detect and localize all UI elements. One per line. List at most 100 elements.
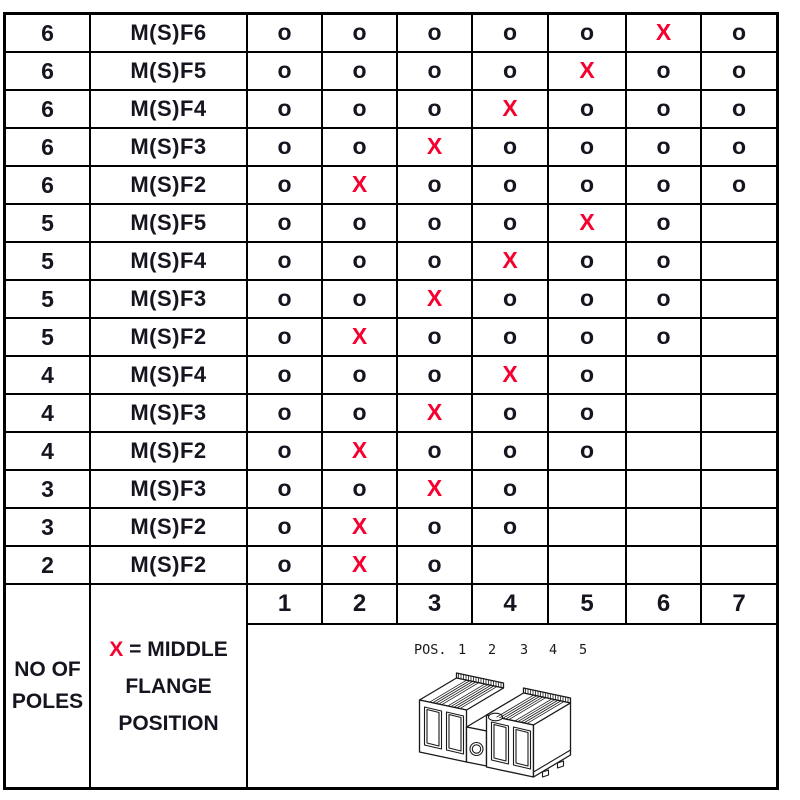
poles-cell: 5 xyxy=(6,243,91,281)
position-mark-cell: o xyxy=(702,167,778,205)
poles-cell: 4 xyxy=(6,433,91,471)
foot-1 xyxy=(541,769,550,778)
cavity-4 xyxy=(512,726,532,770)
variant-cell: M(S)F2 xyxy=(91,319,248,357)
position-mark-cell: o xyxy=(549,395,627,433)
position-mark-cell: o xyxy=(248,357,323,395)
poles-cell: 6 xyxy=(6,129,91,167)
position-mark-cell: o xyxy=(549,243,627,281)
position-mark-cell: X xyxy=(323,433,398,471)
variant-cell: M(S)F2 xyxy=(91,167,248,205)
position-mark-cell: X xyxy=(473,91,549,129)
position-mark-cell: o xyxy=(549,15,627,53)
flange-position-table: NO OF POLES X = MIDDLE FLANGE POSITION P… xyxy=(3,12,779,790)
position-mark-cell: o xyxy=(398,433,473,471)
position-mark-cell: o xyxy=(323,91,398,129)
position-mark-cell: o xyxy=(323,205,398,243)
position-mark-cell: o xyxy=(549,129,627,167)
variant-cell: M(S)F6 xyxy=(91,15,248,53)
position-header-cell: 6 xyxy=(627,585,702,625)
position-mark-cell: o xyxy=(398,53,473,91)
position-mark-cell: X xyxy=(398,281,473,319)
position-mark-cell: o xyxy=(323,471,398,509)
position-header-cell: 3 xyxy=(398,585,473,625)
position-mark-cell: o xyxy=(473,167,549,205)
position-mark-cell: o xyxy=(398,91,473,129)
position-mark-cell xyxy=(702,471,778,509)
position-mark-cell: o xyxy=(627,129,702,167)
position-mark-cell xyxy=(549,547,627,585)
position-mark-cell: o xyxy=(398,357,473,395)
pos-number-3: 3 xyxy=(520,642,529,658)
position-mark-cell: o xyxy=(473,205,549,243)
poles-cell: 6 xyxy=(6,53,91,91)
position-mark-cell: o xyxy=(248,91,323,129)
variant-cell: M(S)F4 xyxy=(91,243,248,281)
position-mark-cell: o xyxy=(248,471,323,509)
position-mark-cell: o xyxy=(248,53,323,91)
poles-cell: 2 xyxy=(6,547,91,585)
position-mark-cell xyxy=(702,357,778,395)
position-mark-cell: o xyxy=(627,281,702,319)
position-mark-cell: X xyxy=(323,167,398,205)
position-mark-cell xyxy=(702,509,778,547)
position-mark-cell: o xyxy=(702,15,778,53)
position-mark-cell xyxy=(702,395,778,433)
position-mark-cell xyxy=(702,547,778,585)
position-mark-cell: X xyxy=(627,15,702,53)
rib-hatching xyxy=(429,673,569,725)
position-mark-cell xyxy=(702,205,778,243)
position-mark-cell xyxy=(627,509,702,547)
variant-cell: M(S)F3 xyxy=(91,471,248,509)
cylinder-boss xyxy=(487,712,504,722)
position-mark-cell: o xyxy=(627,243,702,281)
poles-cell: 3 xyxy=(6,471,91,509)
position-mark-cell: X xyxy=(549,205,627,243)
position-mark-cell: o xyxy=(549,433,627,471)
position-mark-cell: o xyxy=(323,357,398,395)
position-mark-cell: o xyxy=(248,243,323,281)
position-header-cell: 4 xyxy=(473,585,549,625)
connector-drawing-cell: POS. 1 2 3 4 5 xyxy=(248,625,778,789)
position-mark-cell: o xyxy=(473,281,549,319)
position-mark-cell xyxy=(627,395,702,433)
position-mark-cell: X xyxy=(549,53,627,91)
position-mark-cell: X xyxy=(323,319,398,357)
pos-number-1: 1 xyxy=(458,642,467,658)
poles-cell: 3 xyxy=(6,509,91,547)
poles-cell: 4 xyxy=(6,395,91,433)
position-mark-cell: o xyxy=(398,167,473,205)
position-mark-cell: o xyxy=(323,53,398,91)
x-legend: X = MIDDLE FLANGE POSITION xyxy=(91,585,248,789)
position-mark-cell xyxy=(473,547,549,585)
right-block-side xyxy=(532,702,572,778)
cavity-2-inner xyxy=(448,713,462,752)
position-mark-cell: o xyxy=(323,15,398,53)
position-mark-cell: o xyxy=(473,53,549,91)
cavity-4-inner xyxy=(515,728,529,767)
poles-cell: 5 xyxy=(6,281,91,319)
position-mark-cell: o xyxy=(248,281,323,319)
variant-cell: M(S)F5 xyxy=(91,205,248,243)
position-mark-cell: o xyxy=(398,319,473,357)
position-mark-cell: o xyxy=(323,395,398,433)
cavity-3 xyxy=(490,721,510,765)
position-mark-cell: o xyxy=(549,281,627,319)
position-mark-cell xyxy=(702,243,778,281)
position-mark-cell: o xyxy=(702,53,778,91)
pos-number-4: 4 xyxy=(549,642,558,658)
position-header-cell: 7 xyxy=(702,585,778,625)
position-mark-cell xyxy=(702,319,778,357)
position-mark-cell: o xyxy=(248,129,323,167)
position-mark-cell xyxy=(549,509,627,547)
x-symbol: X xyxy=(109,637,124,661)
position-mark-cell: o xyxy=(473,15,549,53)
cavity-1 xyxy=(423,706,443,750)
position-header-cell: 2 xyxy=(323,585,398,625)
position-mark-cell: o xyxy=(398,15,473,53)
position-mark-cell: o xyxy=(398,547,473,585)
no-of-poles-label: NO OF POLES xyxy=(6,585,91,789)
position-mark-cell: X xyxy=(323,509,398,547)
position-mark-cell xyxy=(702,281,778,319)
position-mark-cell: o xyxy=(627,91,702,129)
